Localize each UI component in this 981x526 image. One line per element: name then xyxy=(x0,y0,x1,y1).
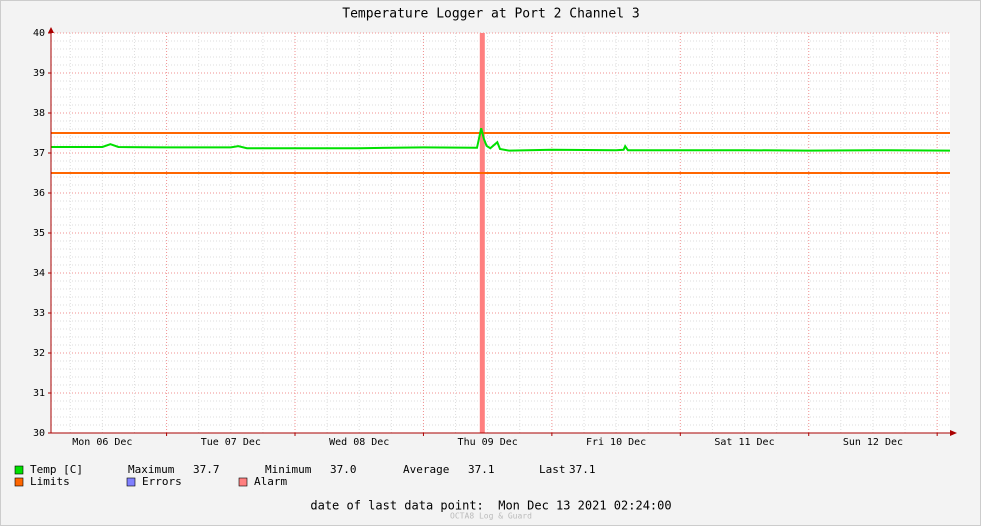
legend-swatch xyxy=(14,465,24,475)
y-tick-label: 35 xyxy=(33,228,45,239)
y-tick-label: 33 xyxy=(33,308,45,319)
y-tick-label: 31 xyxy=(33,388,45,399)
x-arrow xyxy=(950,430,957,436)
x-tick-label: Sun 12 Dec xyxy=(843,437,903,448)
stat-value: 37.0 xyxy=(330,463,357,476)
x-tick-label: Fri 10 Dec xyxy=(586,437,646,448)
y-tick-label: 32 xyxy=(33,348,45,359)
x-tick-label: Sat 11 Dec xyxy=(714,437,774,448)
stat-label: Average xyxy=(403,463,449,476)
x-tick-label: Thu 09 Dec xyxy=(458,437,518,448)
legend-label: Temp [C] xyxy=(30,463,83,476)
legend-swatch xyxy=(14,477,24,487)
y-arrow xyxy=(48,27,54,33)
legend-swatch xyxy=(238,477,248,487)
y-tick-label: 36 xyxy=(33,188,45,199)
temp-line xyxy=(51,127,951,152)
x-tick-label: Wed 08 Dec xyxy=(329,437,389,448)
stat-label: Maximum xyxy=(128,463,175,476)
alarm-band xyxy=(479,33,485,433)
chart-title: Temperature Logger at Port 2 Channel 3 xyxy=(342,7,639,22)
legend-label: Errors xyxy=(142,475,182,488)
y-tick-label: 30 xyxy=(33,428,45,439)
y-tick-label: 38 xyxy=(33,108,45,119)
stat-value: 37.1 xyxy=(569,463,596,476)
y-tick-label: 34 xyxy=(33,268,45,279)
stat-label: Minimum xyxy=(265,463,312,476)
y-tick-label: 37 xyxy=(33,148,45,159)
footer: date of last data point: Mon Dec 13 2021… xyxy=(310,499,671,513)
watermark: OCTA8 Log & Guard xyxy=(450,512,532,521)
stat-label: Last xyxy=(539,463,566,476)
legend-swatch xyxy=(126,477,136,487)
y-tick-label: 39 xyxy=(33,68,45,79)
legend-label: Alarm xyxy=(254,475,287,488)
legend-label: Limits xyxy=(30,475,70,488)
plot-area xyxy=(51,33,950,433)
x-tick-label: Mon 06 Dec xyxy=(72,437,132,448)
y-tick-label: 40 xyxy=(33,28,45,39)
stat-value: 37.7 xyxy=(193,463,220,476)
stat-value: 37.1 xyxy=(468,463,495,476)
x-tick-label: Tue 07 Dec xyxy=(201,437,261,448)
